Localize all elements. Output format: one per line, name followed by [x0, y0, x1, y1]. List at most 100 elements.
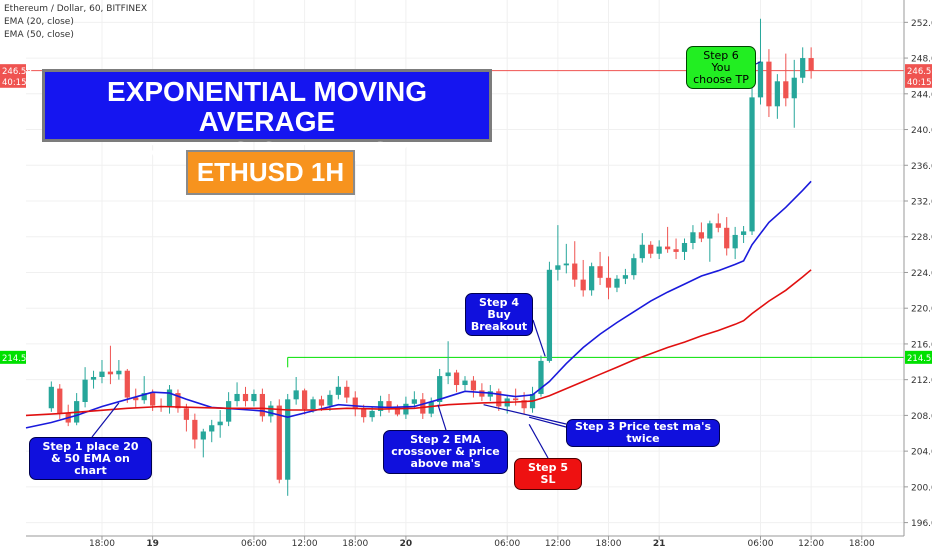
candle-body — [268, 405, 274, 417]
symbol-legend[interactable]: Ethereum / Dollar, 60, BITFINEX — [4, 4, 148, 14]
price-tick-label: 240.00 — [911, 126, 932, 136]
candle-body — [622, 275, 629, 279]
candle-body — [276, 405, 282, 480]
price-axis[interactable]: 252.00 248.00 244.00 240.00 236.00 232.00 228.… — [903, 0, 932, 550]
symbol-banner: ETHUSD 1H — [186, 150, 355, 195]
candle-body — [48, 386, 54, 409]
time-axis[interactable]: 18:00 19 06:00 12:00 18:00 20 06:00 12:00 18:00 2… — [26, 535, 904, 549]
candle-body — [124, 370, 130, 398]
time-tick-label: 12:00 — [545, 539, 571, 549]
price-tick-label: 200.00 — [911, 483, 932, 493]
callout-pointer — [528, 424, 549, 459]
callout-step-6: Step 6 You choose TP — [686, 46, 756, 89]
time-tick-label: 18:00 — [89, 539, 115, 549]
price-axis-bg — [904, 0, 932, 550]
candle-body — [99, 371, 105, 377]
candle-body — [572, 263, 578, 280]
price-tick-label: 244.00 — [911, 90, 932, 100]
callout-step-3: Step 3 Price test ma's twice — [566, 419, 720, 447]
candle-body — [698, 232, 705, 239]
candle-body — [808, 58, 814, 71]
candle-body — [310, 399, 316, 410]
candle-body — [411, 399, 417, 404]
candle-body — [740, 231, 747, 235]
candle-body — [293, 390, 299, 400]
callout-arrows — [91, 61, 761, 459]
time-tick-label: 12:00 — [292, 539, 318, 549]
candle-body — [614, 278, 620, 288]
candle-body — [783, 81, 789, 99]
price-tick-label: 252.00 — [911, 19, 932, 29]
price-label-text-left: 40:15 — [2, 78, 27, 88]
callout-step-2: Step 2 EMA crossover & price above ma's — [383, 430, 508, 474]
ema50-legend[interactable]: EMA (50, close) — [4, 30, 74, 40]
price-label-badge-left — [0, 350, 26, 364]
candle-body — [479, 390, 485, 397]
candle-body — [521, 400, 527, 409]
candle-body — [555, 265, 561, 270]
candle-body — [394, 407, 401, 415]
callout-step-1: Step 1 place 20 & 50 EMA on chart — [29, 437, 152, 480]
candle-body — [327, 394, 333, 406]
candle-body — [800, 58, 806, 78]
time-tick-label: 12:00 — [798, 539, 824, 549]
candle-body — [538, 360, 544, 394]
candle-body — [462, 380, 468, 386]
candle-body — [791, 77, 797, 99]
candle-body — [724, 227, 730, 249]
candle-body — [453, 372, 460, 386]
candle-body — [681, 242, 688, 252]
candle-body — [648, 244, 654, 254]
candle-body — [301, 390, 308, 410]
candle-body — [192, 419, 198, 440]
candle-body — [656, 246, 662, 254]
callout-step-5: Step 5 SL — [514, 458, 582, 490]
candle-body — [259, 393, 266, 417]
candle-body — [563, 263, 569, 266]
time-tick-label: 18:00 — [849, 539, 875, 549]
candle-body — [639, 244, 645, 259]
price-tick-label: 204.00 — [911, 448, 932, 458]
callout-pointer — [483, 404, 567, 425]
candle-body — [470, 380, 477, 391]
ema20-line — [25, 180, 812, 429]
callout-pointer — [755, 61, 761, 65]
candle-body — [631, 258, 637, 276]
candle-body — [150, 393, 156, 406]
candle-body — [496, 391, 502, 407]
time-tick-label: 20 — [400, 539, 413, 549]
candle-body — [200, 431, 206, 440]
candle-body — [141, 393, 147, 401]
candle-body — [673, 249, 679, 252]
candle-body — [335, 386, 341, 395]
candle-body — [437, 376, 443, 402]
candle-body — [285, 399, 291, 480]
price-label-badge-left — [0, 64, 26, 78]
candle-body — [487, 391, 493, 397]
candle-body — [715, 223, 721, 228]
callout-pointer — [437, 404, 447, 431]
price-label-text-left: 246.59 — [2, 67, 32, 77]
candle-body — [445, 372, 451, 377]
ema20-legend[interactable]: EMA (20, close) — [4, 17, 74, 27]
candle-body — [82, 379, 88, 402]
price-tick-label: 236.00 — [911, 162, 932, 172]
price-tick-label: 216.00 — [911, 340, 932, 350]
ema50-line — [25, 269, 812, 417]
candle-body — [225, 401, 232, 422]
price-label-badge — [905, 74, 932, 88]
strategy-title-banner: EXPONENTIAL MOVING AVERAGE TRADING STRAT… — [42, 69, 492, 167]
candle-body — [707, 223, 713, 239]
price-tick-label: 196.00 — [911, 519, 932, 529]
candle-body — [344, 386, 350, 398]
price-label-text-left: 214.50 — [2, 354, 32, 364]
time-tick-label: 18:00 — [596, 539, 622, 549]
price-tick-label: 232.00 — [911, 198, 932, 208]
candle-body — [352, 397, 358, 410]
time-tick-label: 19 — [146, 539, 159, 549]
ema-lines — [25, 180, 812, 429]
callout-pointer — [532, 319, 546, 357]
candle-body — [546, 269, 553, 361]
price-tick-label: 224.00 — [911, 269, 932, 279]
